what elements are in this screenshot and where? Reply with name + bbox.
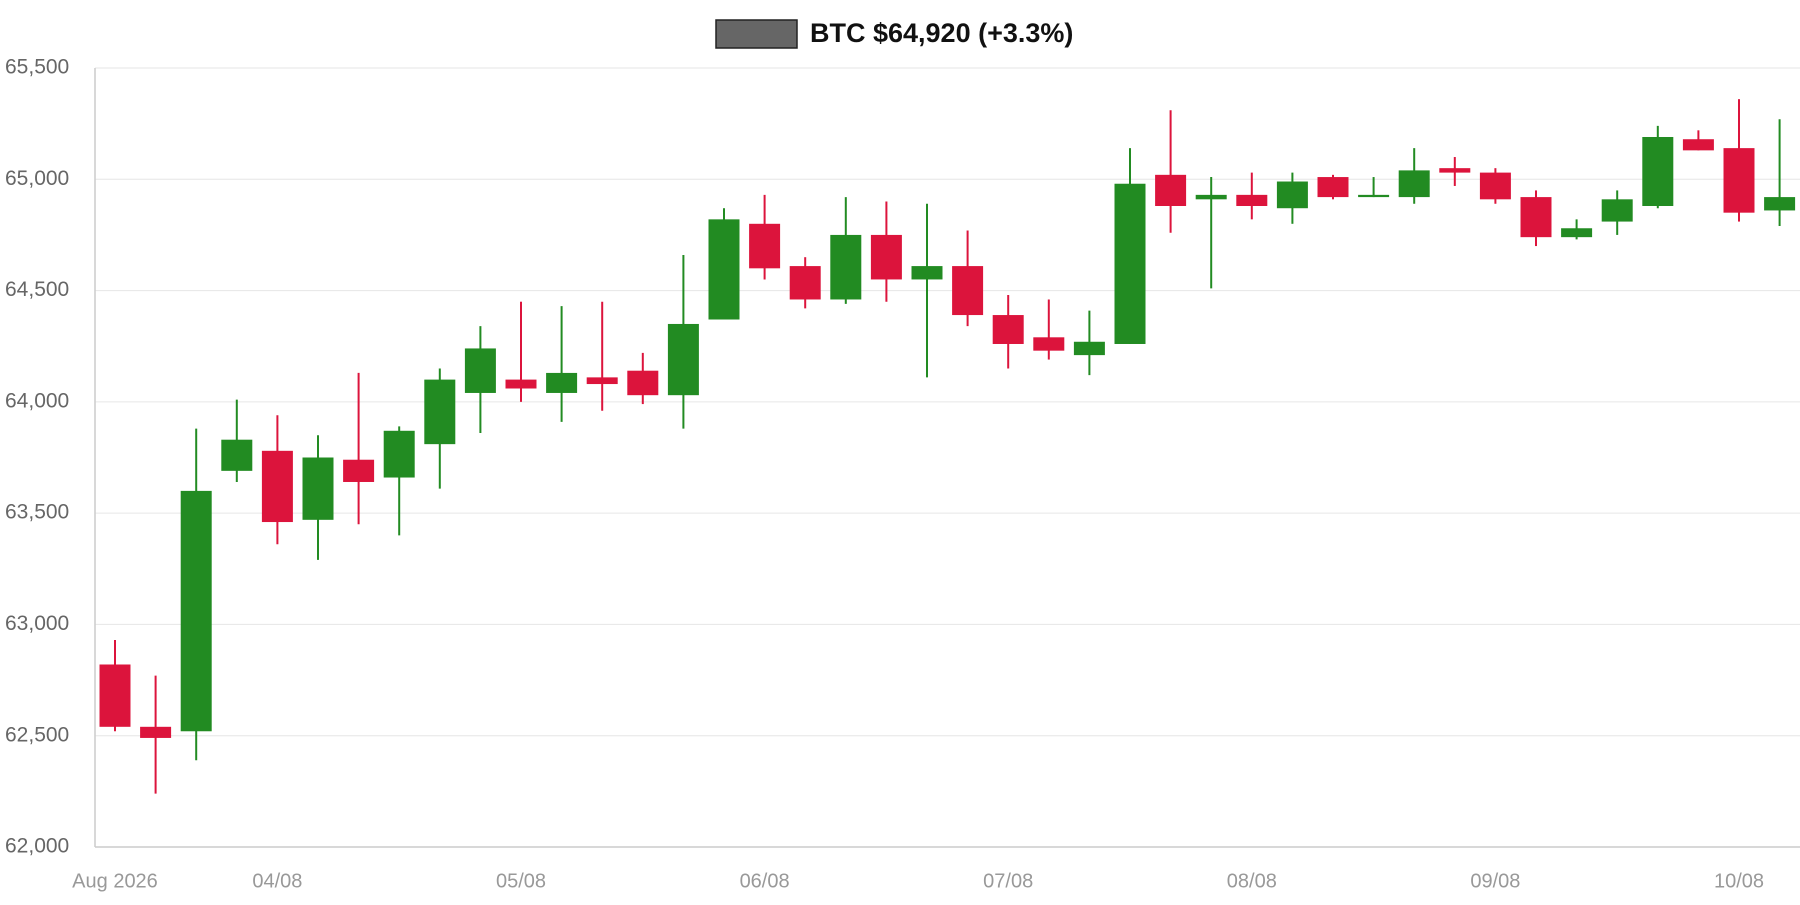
- candle-body: [1642, 136, 1674, 206]
- candle-body: [424, 379, 456, 445]
- candle-body: [302, 457, 334, 520]
- candle-body: [1033, 337, 1065, 351]
- x-tick-label: Aug 2026: [72, 870, 158, 892]
- candle-body: [992, 315, 1024, 344]
- candle-body: [1317, 177, 1349, 198]
- y-tick-label: 65,000: [5, 167, 69, 190]
- y-tick-label: 65,500: [5, 56, 69, 79]
- candle-body: [140, 726, 172, 738]
- candle-body: [343, 459, 375, 482]
- x-tick-label: 09/08: [1470, 870, 1520, 892]
- candle-body: [789, 266, 821, 300]
- candle-body: [1358, 194, 1390, 198]
- candle-body: [180, 490, 212, 732]
- candle-body: [1195, 194, 1227, 200]
- y-tick-label: 62,500: [5, 723, 69, 746]
- candle-body: [586, 377, 618, 385]
- candle-body: [505, 379, 537, 389]
- candle-body: [1114, 183, 1146, 344]
- y-tick-label: 63,000: [5, 612, 69, 635]
- candle-body: [1276, 181, 1308, 209]
- y-tick-label: 64,500: [5, 278, 69, 301]
- candle-body: [1398, 170, 1430, 198]
- candle-body: [546, 372, 578, 393]
- candle-body: [749, 223, 781, 269]
- candle-body: [1723, 148, 1755, 213]
- candle-body: [99, 664, 131, 727]
- candle-body: [911, 266, 943, 280]
- x-tick-label: 08/08: [1227, 870, 1277, 892]
- candle-body: [627, 370, 659, 396]
- candle-body: [830, 234, 862, 300]
- y-tick-label: 62,000: [5, 835, 69, 858]
- candle-body: [1236, 194, 1268, 206]
- candle-body: [1601, 199, 1633, 222]
- candle-body: [221, 439, 253, 471]
- candle-body: [1073, 341, 1105, 356]
- candle-body: [383, 430, 415, 478]
- y-tick-label: 63,500: [5, 501, 69, 524]
- candle-body: [1439, 168, 1471, 173]
- candle-body: [1520, 197, 1552, 238]
- legend-swatch: [715, 19, 798, 49]
- candle-body: [1155, 174, 1187, 206]
- x-tick-label: 06/08: [740, 870, 790, 892]
- candle-body: [952, 266, 984, 316]
- x-tick-label: 04/08: [252, 870, 302, 892]
- candle-body: [870, 234, 902, 280]
- candle-body: [1479, 172, 1511, 200]
- legend-label: BTC $64,920 (+3.3%): [810, 18, 1073, 48]
- candle-body: [1561, 228, 1593, 238]
- candle-body: [261, 450, 293, 523]
- x-tick-label: 10/08: [1714, 870, 1764, 892]
- x-tick-label: 07/08: [983, 870, 1033, 892]
- candle-body: [667, 323, 699, 396]
- candle-body: [1764, 197, 1796, 211]
- candle-body: [464, 348, 496, 393]
- x-tick-label: 05/08: [496, 870, 546, 892]
- candle-body: [708, 219, 740, 320]
- y-tick-label: 64,000: [5, 389, 69, 412]
- candle-body: [1682, 139, 1714, 151]
